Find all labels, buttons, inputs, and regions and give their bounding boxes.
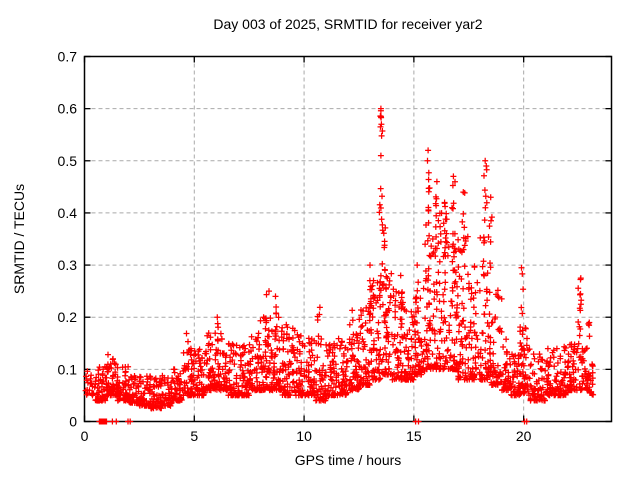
tick-labels: 0 0.1 0.2 0.3 0.4 0.5 0.6 0.7 0 5 10 15 20 xyxy=(58,49,532,445)
y-tick-label: 0 xyxy=(69,414,77,430)
y-tick-label: 0.6 xyxy=(58,101,78,117)
y-tick-label: 0.1 xyxy=(58,361,78,377)
x-tick-label: 5 xyxy=(190,428,198,444)
y-tick-label: 0.5 xyxy=(58,153,78,169)
chart-title: Day 003 of 2025, SRMTID for receiver yar… xyxy=(213,16,483,32)
x-tick-label: 10 xyxy=(296,428,312,444)
plot-border xyxy=(83,55,613,423)
x-axis-label: GPS time / hours xyxy=(294,452,402,468)
x-tick-label: 0 xyxy=(81,428,89,444)
y-tick-label: 0.3 xyxy=(58,257,78,273)
x-tick-label: 15 xyxy=(406,428,422,444)
y-tick-label: 0.2 xyxy=(58,309,78,325)
y-tick-label: 0.7 xyxy=(58,49,78,65)
y-tick-label: 0.4 xyxy=(58,205,78,221)
x-tick-label: 20 xyxy=(516,428,532,444)
axis-ticks xyxy=(83,55,612,423)
scatter-points xyxy=(82,105,597,425)
y-axis-label: SRMTID / TECUs xyxy=(11,183,27,295)
